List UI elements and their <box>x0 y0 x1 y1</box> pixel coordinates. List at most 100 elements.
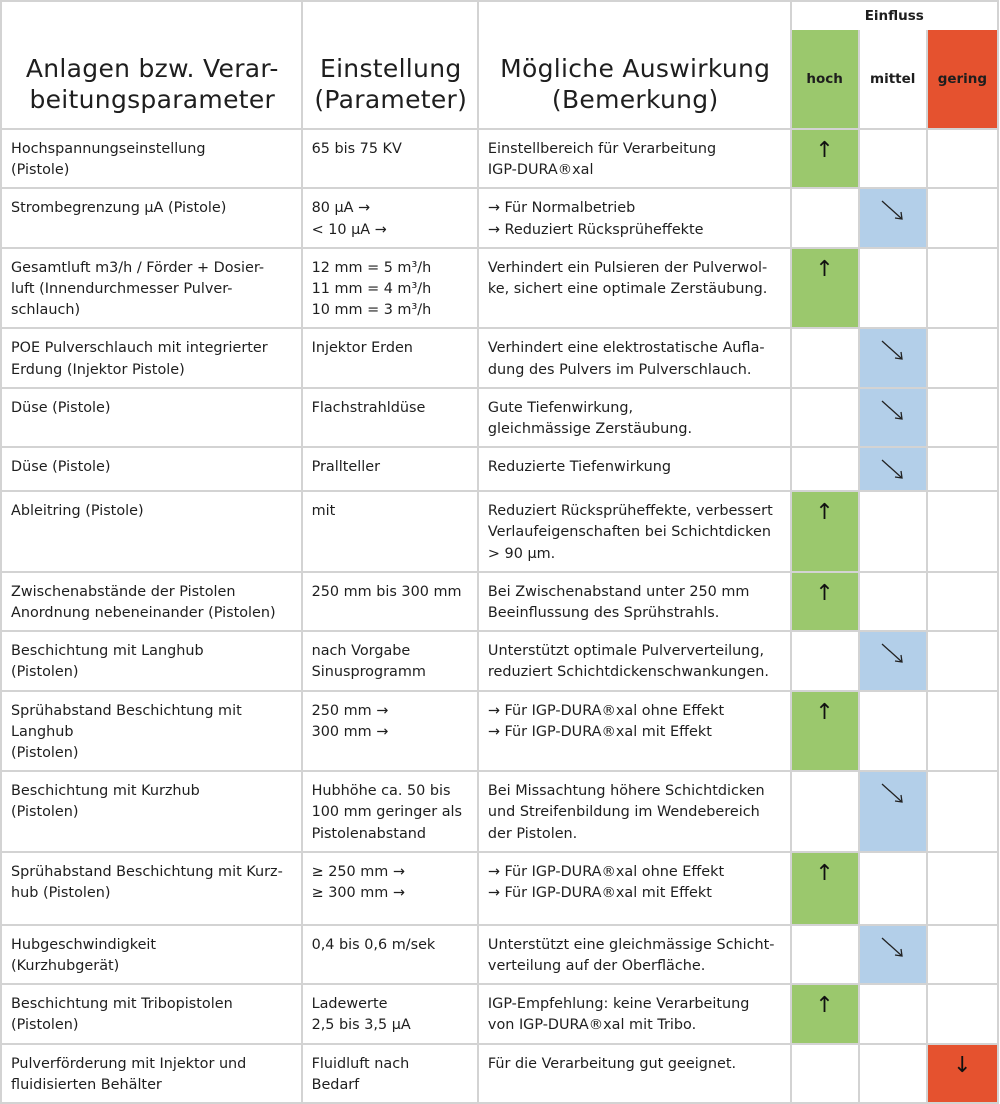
table-row: Beschichtung mit Langhub (Pistolen) nach V… <box>0 630 1000 692</box>
parameter-cell-line: (Pistolen) <box>11 1017 79 1034</box>
parameter-cell-line: POE Pulverschlauch mit integrierter <box>11 340 268 357</box>
parameter-cell-line: Anordnung nebeneinander (Pistolen) <box>11 605 276 622</box>
parameter-cell: Pulverförderung mit Injektor und fluidisi… <box>0 1042 303 1104</box>
parameter-cell: Sprühabstand Beschichtung mit Langhub (Pis… <box>0 689 303 773</box>
table-row: Ableitring (Pistole) mit Reduziert Rückspr… <box>0 490 1000 573</box>
setting-cell: Flachstrahldüse <box>300 386 479 449</box>
effect-cell-line: > 90 µm. <box>487 545 556 562</box>
influence-gering-cell <box>925 490 1000 573</box>
influence-hoch-cell <box>789 1042 860 1104</box>
effect-cell-line: Reduziert Rücksprüheffekte, verbessert <box>487 503 773 520</box>
effect-cell-line: Für die Verarbeitung gut geeignet. <box>487 1055 737 1072</box>
setting-cell-line: 12 mm = 5 m³/h <box>311 259 432 276</box>
influence-hoch-cell <box>789 630 860 692</box>
influence-hoch-cell <box>789 187 860 249</box>
effect-cell-line: Verlaufeigenschaften bei Schichtdicken <box>487 524 771 541</box>
setting-cell: Fluidluft nach Bedarf <box>300 1042 479 1104</box>
header-setting: Einstellung (Parameter) <box>300 0 479 130</box>
table-row: Beschichtung mit Kurzhub (Pistolen) Hubhöh… <box>0 770 1000 853</box>
header-einfluss: Einfluss <box>789 0 1000 30</box>
effect-cell-line: verteilung auf der Oberfläche. <box>487 958 706 975</box>
setting-cell-line: Fluidluft nach <box>311 1055 410 1072</box>
parameter-cell: Beschichtung mit Tribopistolen (Pistolen) <box>0 983 303 1045</box>
effect-cell-line: Reduzierte Tiefenwirkung <box>487 459 671 476</box>
influence-gering-cell: ↓ <box>925 1042 1000 1104</box>
effect-cell: Für die Verarbeitung gut geeignet. <box>476 1042 792 1104</box>
influence-hoch-cell <box>789 446 860 493</box>
setting-cell: Injektor Erden <box>300 327 479 389</box>
parameter-cell-line: Düse (Pistole) <box>11 459 111 476</box>
header-effect: Mögliche Auswirkung (Bemerkung) <box>476 0 792 130</box>
parameter-cell-line: schlauch) <box>11 302 81 319</box>
setting-cell-line: 0,4 bis 0,6 m/sek <box>311 936 436 953</box>
setting-cell: 80 µA → < 10 µA → <box>300 187 479 249</box>
parameter-cell: Gesamtluft m3/h / Förder + Dosier-luft (… <box>0 246 303 330</box>
influence-mittel-cell <box>857 689 928 773</box>
arrow-up-icon: ↑ <box>815 500 834 526</box>
header-level-hoch: hoch <box>789 30 860 130</box>
influence-gering-cell <box>925 327 1000 389</box>
arrow-diagonal-down-right-icon <box>878 934 908 962</box>
parameter-cell-line: Hochspannungseinstellung <box>11 141 206 157</box>
influence-hoch-cell <box>789 386 860 449</box>
parameter-cell: Beschichtung mit Kurzhub (Pistolen) <box>0 770 303 853</box>
effect-cell: Gute Tiefenwirkung, gleichmässige Zerstäu… <box>476 386 792 449</box>
influence-gering-cell <box>925 127 1000 190</box>
table-row: Sprühabstand Beschichtung mit Langhub (Pis… <box>0 689 1000 773</box>
influence-hoch-cell: ↑ <box>789 246 860 330</box>
effect-cell: Reduzierte Tiefenwirkung <box>476 446 792 493</box>
table-row: Düse (Pistole) Flachstrahldüse Gute Tiefen… <box>0 386 1000 449</box>
parameter-cell-line: Sprühabstand Beschichtung mit Kurz- <box>11 863 283 880</box>
parameter-cell-line: fluidisierten Behälter <box>11 1076 162 1093</box>
influence-hoch-cell: ↑ <box>789 689 860 773</box>
arrow-up-icon: ↑ <box>815 860 834 886</box>
setting-cell-line: ≥ 300 mm → <box>311 885 405 902</box>
effect-cell: → Für IGP-DURA®xal ohne Effekt → Für IGP-… <box>476 850 792 926</box>
arrow-down-icon: ↓ <box>953 1052 972 1078</box>
effect-cell-line: Gute Tiefenwirkung, <box>487 399 634 416</box>
parameter-cell-line: (Kurzhubgerät) <box>11 958 120 975</box>
parameter-cell: Strombegrenzung µA (Pistole) <box>0 187 303 249</box>
arrow-up-icon: ↑ <box>815 699 834 725</box>
effect-cell-line: Bei Zwischenabstand unter 250 mm <box>487 583 750 600</box>
arrow-up-icon: ↑ <box>815 993 834 1019</box>
effect-cell: Unterstützt optimale Pulververteilung, re… <box>476 630 792 692</box>
influence-gering-cell <box>925 246 1000 330</box>
table-row: POE Pulverschlauch mit integrierter Erdun… <box>0 327 1000 389</box>
table-row: Düse (Pistole) Pralltel­ler Reduzierte Tie… <box>0 446 1000 493</box>
setting-cell-line: 2,5 bis 3,5 µA <box>311 1017 411 1034</box>
header-level-mittel: mittel <box>857 30 928 130</box>
setting-cell-line: ≥ 250 mm → <box>311 863 405 880</box>
parameter-cell-line: Sprühabstand Beschichtung mit <box>11 702 242 719</box>
effect-cell-line: Verhindert ein Pulsieren der Pulverwol- <box>487 259 768 276</box>
influence-mittel-cell <box>857 246 928 330</box>
influence-mittel-cell <box>857 490 928 573</box>
setting-cell: Ladewerte 2,5 bis 3,5 µA <box>300 983 479 1045</box>
parameter-cell-line: (Pistole) <box>11 162 70 179</box>
parameter-cell-line: (Pistolen) <box>11 804 79 821</box>
setting-cell: 12 mm = 5 m³/h 11 mm = 4 m³/h 10 mm = 3 m³… <box>300 246 479 330</box>
arrow-diagonal-down-right-icon <box>878 780 908 808</box>
setting-cell-line: Pralltel­ler <box>311 459 380 476</box>
parameter-cell-line: (Pistolen) <box>11 745 79 762</box>
setting-cell-line: 11 mm = 4 m³/h <box>311 281 432 298</box>
influence-mittel-cell <box>857 570 928 633</box>
influence-mittel-cell <box>857 327 928 389</box>
parameter-cell: Beschichtung mit Langhub (Pistolen) <box>0 630 303 692</box>
effect-cell-line: → Für IGP-DURA®xal mit Effekt <box>487 885 712 902</box>
influence-hoch-cell <box>789 770 860 853</box>
setting-cell-line: Sinusprogramm <box>311 664 426 681</box>
parameter-cell-line: Beschichtung mit Langhub <box>11 643 204 660</box>
header-level-gering: gering <box>925 30 1000 130</box>
setting-cell-line: 300 mm → <box>311 723 389 740</box>
setting-cell-line: Ladewerte <box>311 996 388 1013</box>
setting-cell: Pralltel­ler <box>300 446 479 493</box>
setting-cell: 65 bis 75 KV <box>300 127 479 190</box>
effect-cell-line: → Für IGP-DURA®xal mit Effekt <box>487 723 712 740</box>
effect-cell: Unterstützt eine gleichmässige Schicht-v… <box>476 923 792 986</box>
effect-cell: → Für Normalbetrieb → Reduziert Rücksprüh… <box>476 187 792 249</box>
parameter-cell: Sprühabstand Beschichtung mit Kurz-hub (… <box>0 850 303 926</box>
arrow-diagonal-down-right-icon <box>878 337 908 365</box>
effect-cell: Einstellbereich für Verarbeitung IGP-DURA… <box>476 127 792 190</box>
setting-cell-line: Flachstrahldüse <box>311 399 426 416</box>
